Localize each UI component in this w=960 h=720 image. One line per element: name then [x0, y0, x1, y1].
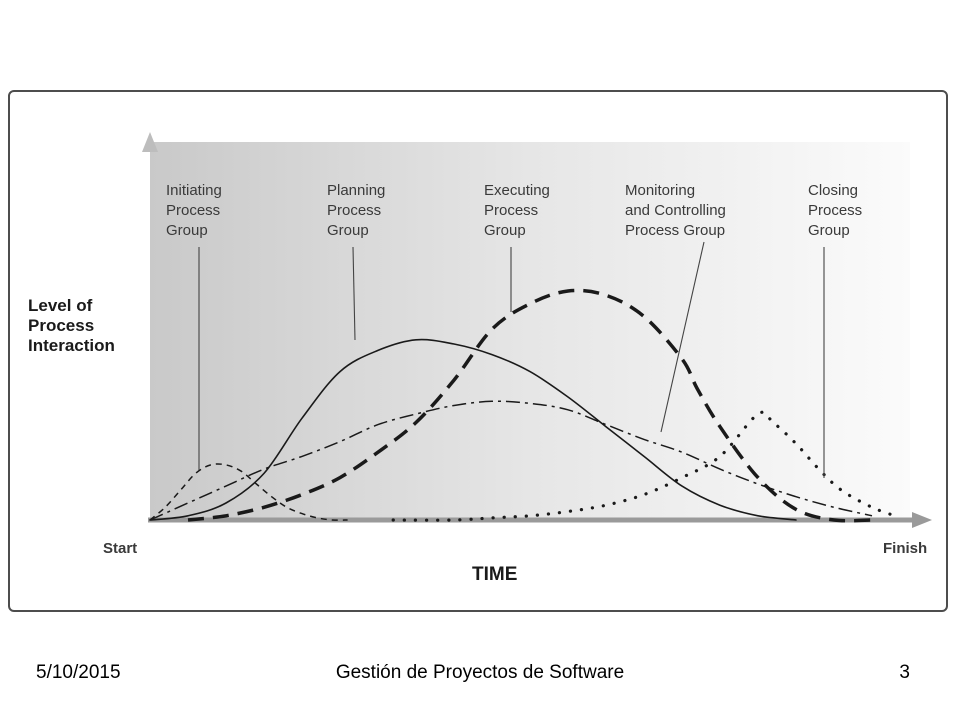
closing-label-line-3: Group [808, 222, 850, 239]
executing-curve [187, 288, 873, 523]
monitoring-controlling-leader-line [660, 241, 705, 433]
planning-curve [149, 338, 797, 521]
executing-label-line-2: Process [484, 202, 538, 219]
x-end-label: Finish [883, 540, 927, 557]
planning-label-line-3: Group [327, 222, 369, 239]
closing-label: Closing Process Group [808, 182, 862, 239]
initiating-label-line-2: Process [166, 202, 220, 219]
monitoring-controlling-label: Monitoring and Controlling Process Group [625, 182, 726, 239]
monitoring-controlling-label-line-1: Monitoring [625, 182, 695, 199]
planning-label-line-2: Process [327, 202, 381, 219]
footer-page-number: 3 [899, 662, 910, 683]
closing-label-line-1: Closing [808, 182, 858, 199]
label-leaders [198, 241, 825, 478]
initiating-label-line-1: Initiating [166, 182, 222, 199]
executing-label-line-3: Group [484, 222, 526, 239]
y-axis-label-line-1: Level of [28, 296, 93, 315]
monitoring-controlling-curve [149, 400, 873, 521]
initiating-curve [149, 463, 348, 521]
executing-label: Executing Process Group [484, 182, 550, 239]
footer-title: Gestión de Proyectos de Software [335, 662, 625, 683]
footer-date: 5/10/2015 [36, 662, 121, 683]
series-labels: Initiating Process Group Planning Process Gro… [166, 182, 862, 239]
y-axis-arrow [142, 132, 158, 152]
x-axis-arrow [912, 512, 932, 528]
planning-leader-line [352, 246, 356, 341]
initiating-label-line-3: Group [166, 222, 208, 239]
curves [149, 288, 897, 523]
closing-label-line-2: Process [808, 202, 862, 219]
monitoring-controlling-label-line-2: and Controlling [625, 202, 726, 219]
planning-label-line-1: Planning [327, 182, 385, 199]
planning-label: Planning Process Group [327, 182, 385, 239]
executing-label-line-1: Executing [484, 182, 550, 199]
y-axis-label-line-3: Interaction [28, 336, 115, 355]
y-axis-label-line-2: Process [28, 316, 94, 335]
x-axis-label: TIME [472, 564, 517, 585]
x-start-label: Start [103, 540, 137, 557]
y-axis-label: Level of Process Interaction [28, 296, 115, 355]
initiating-label: Initiating Process Group [166, 182, 222, 239]
monitoring-controlling-label-line-3: Process Group [625, 222, 725, 239]
